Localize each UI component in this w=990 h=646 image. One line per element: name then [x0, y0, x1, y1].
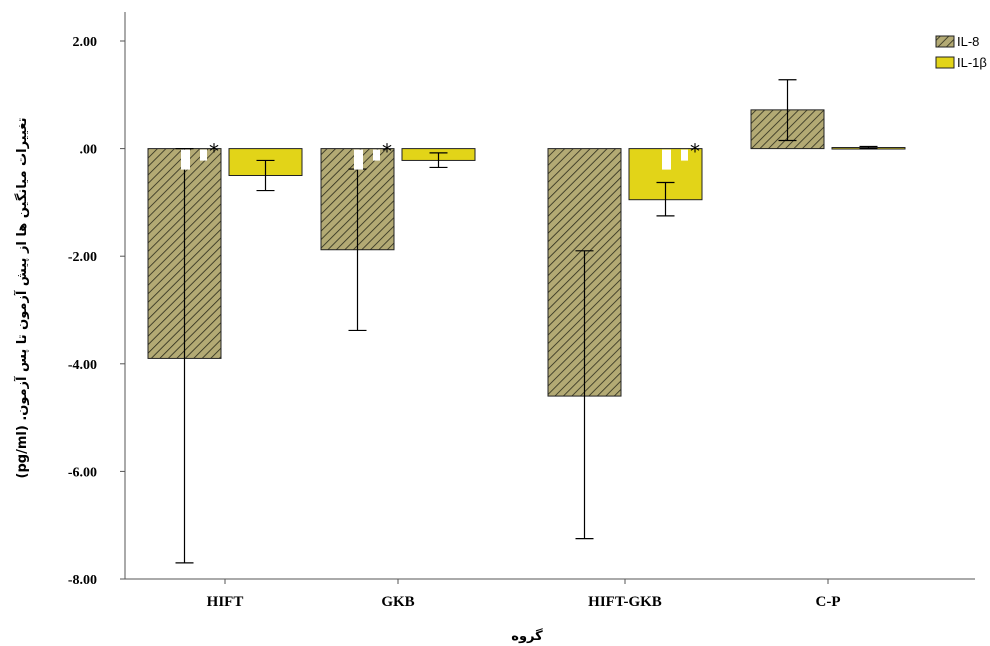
significance-gap [354, 149, 363, 170]
labels: 2.00 .00 -2.00 -4.00 -6.00 -8.00 HIFT GKB HIFT-G… [13, 35, 841, 644]
x-tick-label: C-P [816, 594, 841, 610]
x-tick-label: HIFT [207, 594, 244, 610]
y-tick-label: -2.00 [68, 250, 97, 265]
legend-label-il-1β: IL-1β [957, 55, 987, 70]
y-tick-label: 2.00 [73, 35, 98, 50]
significance-star: * [382, 140, 392, 164]
bars [147, 109, 906, 397]
significance-gap [373, 149, 380, 161]
significance-gap [662, 149, 671, 170]
significance-star: * [690, 140, 700, 164]
significance-star: * [209, 140, 219, 164]
x-axis-title: گروه [511, 628, 543, 644]
legend-swatch-il-8 [935, 35, 955, 48]
y-axis-title: تغییرات میانگین ها از پیش آزمون تا پس آز… [13, 118, 30, 479]
y-tick-label: -8.00 [68, 573, 97, 588]
legend-label-il-8: IL-8 [957, 34, 979, 49]
error-bars [175, 79, 878, 564]
x-tick-label: GKB [381, 594, 414, 610]
legend: IL-8 IL-1β [935, 34, 987, 70]
x-tick-label: HIFT-GKB [588, 594, 662, 610]
y-tick-label: .00 [80, 143, 98, 158]
significance-gap [200, 149, 207, 161]
significance-gap [181, 149, 190, 170]
y-tick-label: -4.00 [68, 358, 97, 373]
y-tick-label: -6.00 [68, 465, 97, 480]
significance-gap [681, 149, 688, 161]
legend-swatch-il-1β [935, 56, 955, 69]
axes [120, 12, 975, 584]
